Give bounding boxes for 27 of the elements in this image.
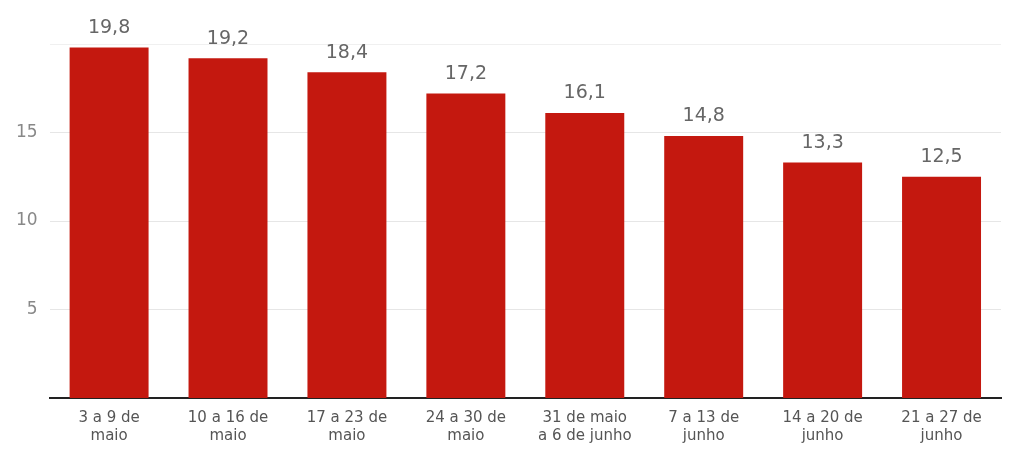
data-label: 13,3 <box>801 130 844 153</box>
x-tick-label: 17 a 23 de maio <box>306 407 388 444</box>
bar <box>783 162 863 398</box>
bar <box>188 58 268 398</box>
bar <box>902 176 982 398</box>
x-tick-label: 24 a 30 de maio <box>425 407 507 444</box>
data-label: 18,4 <box>325 39 369 62</box>
bar <box>664 136 744 398</box>
x-tick-label: 31 de maio a 6 de junho <box>537 407 632 444</box>
data-label: 17,2 <box>444 61 488 83</box>
x-tick-label: 21 a 27 de junho <box>901 407 982 444</box>
bar <box>545 113 625 398</box>
data-label: 14,8 <box>682 103 725 126</box>
y-tick-label: 10 <box>15 209 38 230</box>
y-tick-label: 5 <box>26 297 38 318</box>
x-tick-label: 14 a 20 de junho <box>782 407 863 444</box>
x-tick-label: 3 a 9 de maio <box>78 407 140 444</box>
x-tick-label: 10 a 16 de maio <box>187 407 269 444</box>
data-label: 16,1 <box>563 80 606 103</box>
x-tick-label: 7 a 13 de junho <box>668 407 740 444</box>
y-tick-label: 15 <box>15 120 38 141</box>
bar <box>426 93 506 398</box>
data-label: 12,5 <box>920 144 963 167</box>
bar <box>69 47 149 398</box>
data-label: 19,8 <box>87 14 131 37</box>
data-label: 19,2 <box>206 25 250 48</box>
bar <box>307 72 387 398</box>
